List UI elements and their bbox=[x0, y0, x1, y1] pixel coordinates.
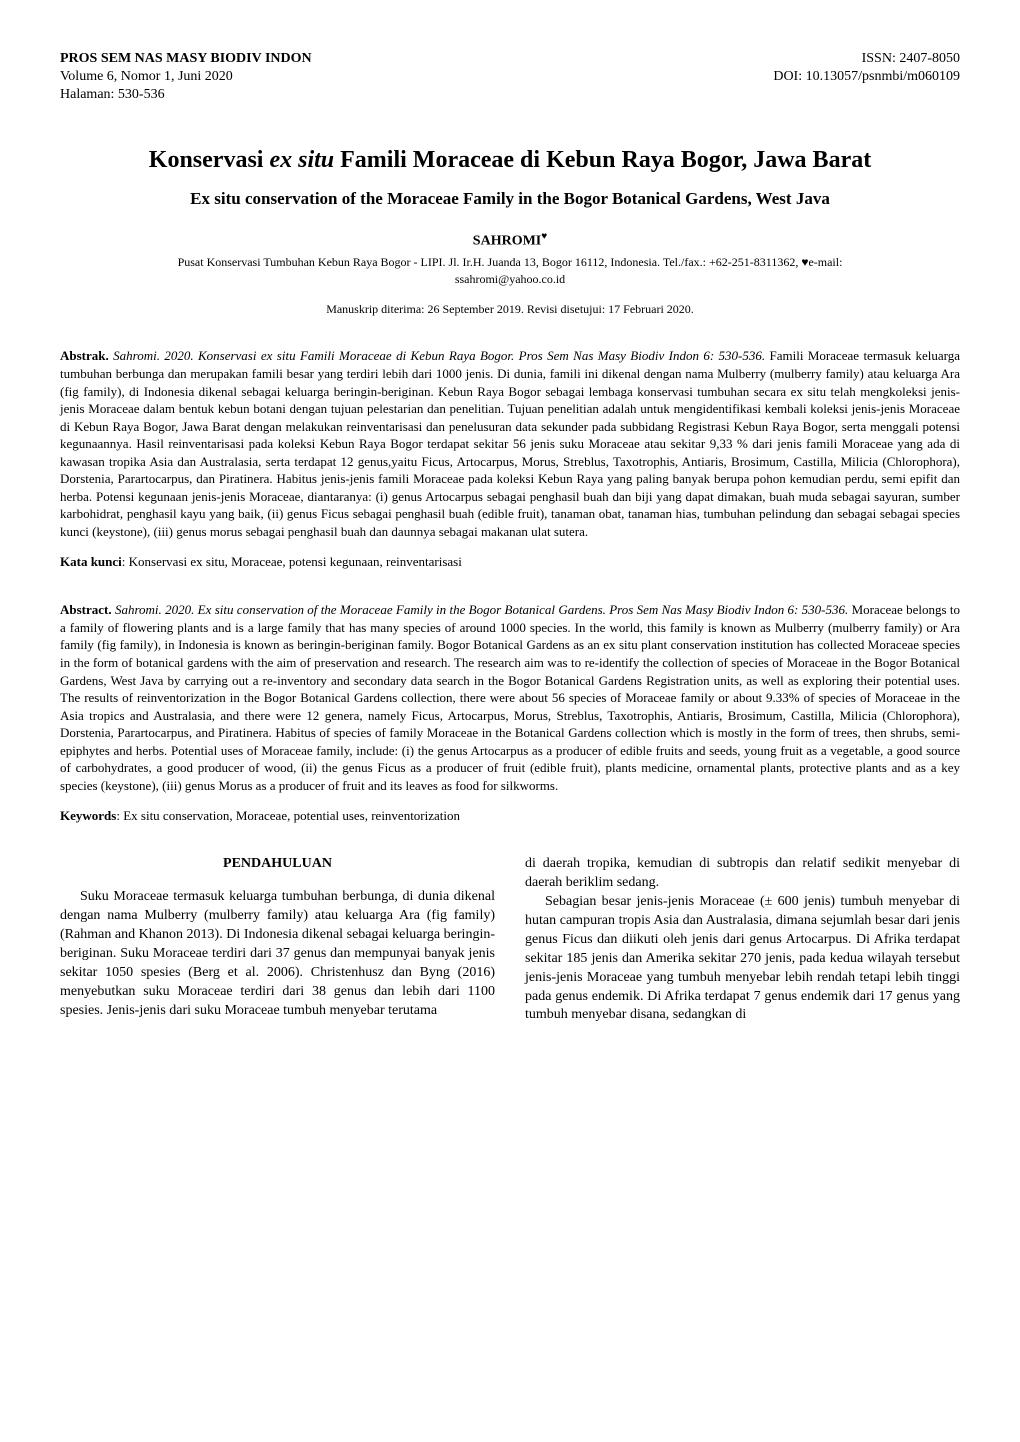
title-sub: Ex situ conservation of the Moraceae Fam… bbox=[60, 188, 960, 210]
body-para-1: Suku Moraceae termasuk keluarga tumbuhan… bbox=[60, 888, 495, 1020]
issn: ISSN: 2407-8050 bbox=[773, 50, 960, 68]
doi: DOI: 10.13057/psnmbi/m060109 bbox=[773, 68, 960, 86]
kata-kunci-text: : Konservasi ex situ, Moraceae, potensi … bbox=[122, 554, 462, 569]
author-email: ssahromi@yahoo.co.id bbox=[60, 272, 960, 288]
title-main-pre: Konservasi bbox=[149, 147, 270, 173]
abstract-citation: Sahromi. 2020. Ex situ conservation of t… bbox=[112, 602, 849, 617]
abstrak-citation: Sahromi. 2020. Konservasi ex situ Famili… bbox=[109, 348, 765, 363]
body-columns: PENDAHULUAN Suku Moraceae termasuk kelua… bbox=[60, 855, 960, 1027]
title-main: Konservasi ex situ Famili Moraceae di Ke… bbox=[60, 145, 960, 176]
header-right: ISSN: 2407-8050 DOI: 10.13057/psnmbi/m06… bbox=[773, 50, 960, 105]
abstrak-label: Abstrak. bbox=[60, 348, 109, 363]
body-para-3: Sebagian besar jenis-jenis Moraceae (± 6… bbox=[525, 893, 960, 1025]
abstract-block: Abstract. Sahromi. 2020. Ex situ conserv… bbox=[60, 601, 960, 794]
abstrak-body: Famili Moraceae termasuk keluarga tumbuh… bbox=[60, 348, 960, 538]
abstrak-block: Abstrak. Sahromi. 2020. Konservasi ex si… bbox=[60, 347, 960, 540]
volume-info: Volume 6, Nomor 1, Juni 2020 bbox=[60, 68, 312, 86]
manuscript-dates: Manuskrip diterima: 26 September 2019. R… bbox=[60, 302, 960, 318]
journal-name: PROS SEM NAS MASY BIODIV INDON bbox=[60, 50, 312, 68]
keywords-label: Keywords bbox=[60, 808, 116, 823]
author-name-text: SAHROMI bbox=[473, 234, 541, 249]
kata-kunci-label: Kata kunci bbox=[60, 554, 122, 569]
title-main-post: Famili Moraceae di Kebun Raya Bogor, Jaw… bbox=[334, 147, 871, 173]
abstract-body: Moraceae belongs to a family of flowerin… bbox=[60, 602, 960, 792]
keywords: Keywords: Ex situ conservation, Moraceae… bbox=[60, 808, 960, 825]
column-left: PENDAHULUAN Suku Moraceae termasuk kelua… bbox=[60, 855, 495, 1027]
title-main-italic: ex situ bbox=[269, 147, 334, 173]
body-para-2: di daerah tropika, kemudian di subtropis… bbox=[525, 855, 960, 893]
abstract-label: Abstract. bbox=[60, 602, 112, 617]
kata-kunci: Kata kunci: Konservasi ex situ, Moraceae… bbox=[60, 554, 960, 571]
section-pendahuluan: PENDAHULUAN bbox=[60, 855, 495, 874]
author-name: SAHROMI♥ bbox=[60, 230, 960, 251]
corresponding-mark: ♥ bbox=[541, 231, 547, 242]
column-right: di daerah tropika, kemudian di subtropis… bbox=[525, 855, 960, 1027]
affiliation: Pusat Konservasi Tumbuhan Kebun Raya Bog… bbox=[60, 255, 960, 271]
page-info: Halaman: 530-536 bbox=[60, 86, 312, 104]
header-left: PROS SEM NAS MASY BIODIV INDON Volume 6,… bbox=[60, 50, 312, 105]
header-block: PROS SEM NAS MASY BIODIV INDON Volume 6,… bbox=[60, 50, 960, 105]
keywords-text: : Ex situ conservation, Moraceae, potent… bbox=[116, 808, 460, 823]
